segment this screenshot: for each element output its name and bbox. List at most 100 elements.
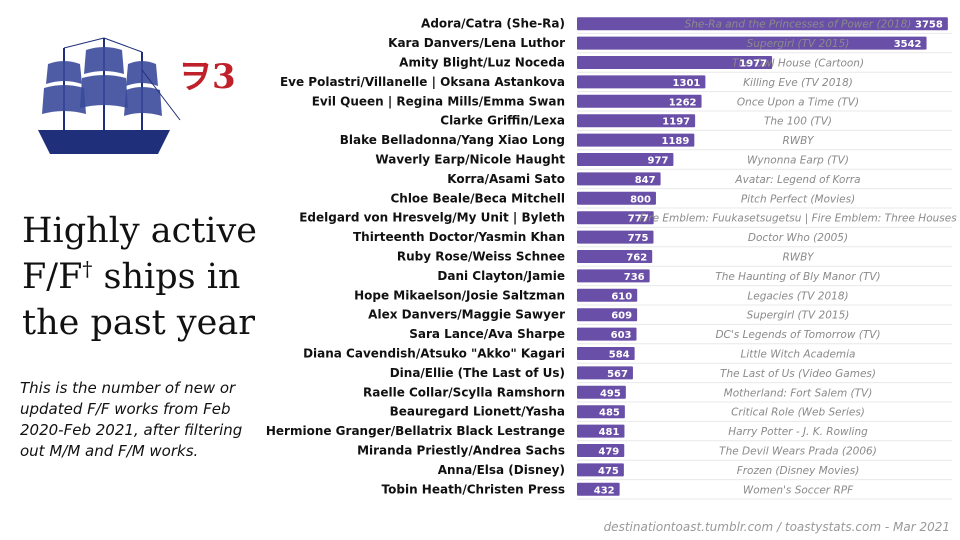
fandom-label: Legacies (TV 2018) bbox=[747, 290, 848, 302]
bar bbox=[577, 269, 650, 283]
data-label: 3758 bbox=[915, 20, 943, 31]
bar bbox=[577, 36, 927, 50]
category-label: Chloe Beale/Beca Mitchell bbox=[390, 191, 565, 205]
data-label: 800 bbox=[630, 194, 651, 205]
subtitle: This is the number of new or updated F/F… bbox=[20, 379, 243, 460]
bar bbox=[577, 114, 696, 128]
category-label: Clarke Griffin/Lexa bbox=[440, 114, 565, 128]
data-label: 609 bbox=[611, 311, 632, 322]
data-label: 736 bbox=[624, 272, 645, 283]
fandom-label: The Last of Us (Video Games) bbox=[720, 368, 876, 380]
fandom-label: Critical Role (Web Series) bbox=[731, 407, 865, 419]
logo: ヲ3 bbox=[38, 37, 236, 154]
fandom-label: Killing Eve (TV 2018) bbox=[743, 77, 853, 89]
fandom-label: RWBY bbox=[782, 135, 815, 147]
category-label: Thirteenth Doctor/Yasmin Khan bbox=[353, 230, 565, 244]
data-label: 775 bbox=[628, 233, 649, 244]
data-label: 432 bbox=[594, 485, 615, 496]
category-label: Beauregard Lionett/Yasha bbox=[390, 405, 565, 419]
category-label: Adora/Catra (She-Ra) bbox=[421, 17, 565, 31]
data-label: 495 bbox=[600, 388, 621, 399]
data-label: 762 bbox=[626, 253, 647, 264]
category-label: Sara Lance/Ava Sharpe bbox=[409, 327, 565, 341]
bar bbox=[577, 444, 625, 457]
category-label: Anna/Elsa (Disney) bbox=[438, 463, 565, 477]
fandom-label: Once Upon a Time (TV) bbox=[737, 96, 859, 108]
category-label: Evil Queen | Regina Mills/Emma Swan bbox=[312, 94, 565, 108]
data-label: 610 bbox=[611, 291, 632, 302]
category-label: Raelle Collar/Scylla Ramshorn bbox=[363, 385, 565, 399]
bar bbox=[577, 347, 635, 360]
fandom-label: The Owl House (Cartoon) bbox=[732, 58, 864, 70]
data-label: 485 bbox=[599, 408, 620, 419]
fandom-label: Pitch Perfect (Movies) bbox=[741, 193, 855, 205]
bar bbox=[577, 424, 625, 438]
bar bbox=[577, 288, 638, 302]
fandom-label: Wynonna Earp (TV) bbox=[747, 155, 849, 167]
data-label: 1189 bbox=[661, 136, 689, 147]
bar bbox=[577, 56, 773, 69]
data-label: 977 bbox=[648, 156, 669, 167]
bar bbox=[577, 94, 702, 108]
data-label: 777 bbox=[628, 214, 649, 225]
bar bbox=[577, 75, 706, 89]
category-label: Amity Blight/Luz Noceda bbox=[399, 56, 565, 70]
fandom-label: DC's Legends of Tomorrow (TV) bbox=[715, 329, 880, 341]
data-label: 1977 bbox=[739, 59, 767, 70]
page-title: Highly active F/F† ships in the past yea… bbox=[22, 211, 257, 343]
fandom-label: Harry Potter - J. K. Rowling bbox=[728, 426, 868, 438]
bar bbox=[577, 211, 654, 225]
category-label: Korra/Asami Sato bbox=[447, 172, 565, 186]
bar bbox=[577, 172, 661, 186]
footer-credit: destinationtoast.tumblr.com / toastystat… bbox=[603, 520, 950, 534]
data-label: 479 bbox=[598, 447, 619, 458]
fandom-label: Fire Emblem: Fuukasetsugetsu | Fire Embl… bbox=[639, 213, 957, 225]
category-label: Blake Belladonna/Yang Xiao Long bbox=[340, 133, 565, 147]
data-label: 1301 bbox=[673, 78, 701, 89]
fandom-label: The 100 (TV) bbox=[764, 116, 832, 128]
fandom-label: Doctor Who (2005) bbox=[748, 232, 848, 244]
data-label: 567 bbox=[607, 369, 628, 380]
category-label: Tobin Heath/Christen Press bbox=[382, 482, 565, 496]
data-label: 847 bbox=[635, 175, 656, 186]
bar bbox=[577, 463, 624, 477]
category-label: Diana Cavendish/Atsuko "Akko" Kagari bbox=[303, 347, 565, 361]
category-label: Ruby Rose/Weiss Schnee bbox=[397, 250, 565, 264]
category-label: Dina/Ellie (The Last of Us) bbox=[390, 366, 565, 380]
category-label: Hope Mikaelson/Josie Saltzman bbox=[354, 288, 565, 302]
data-label: 3542 bbox=[894, 39, 922, 50]
bar bbox=[577, 133, 695, 147]
bar bbox=[577, 385, 626, 399]
fandom-label: The Haunting of Bly Manor (TV) bbox=[715, 271, 880, 283]
fandom-label: The Devil Wears Prada (2006) bbox=[719, 446, 877, 458]
data-label: 603 bbox=[611, 330, 632, 341]
bar bbox=[577, 308, 638, 322]
bar bbox=[577, 327, 637, 341]
fandom-label: Supergirl (TV 2015) bbox=[747, 38, 850, 50]
category-label: Eve Polastri/Villanelle | Oksana Astanko… bbox=[280, 75, 565, 89]
category-label: Waverly Earp/Nicole Haught bbox=[375, 153, 565, 167]
category-label: Hermione Granger/Bellatrix Black Lestran… bbox=[266, 424, 565, 438]
fandom-label: Supergirl (TV 2015) bbox=[747, 310, 850, 322]
fandom-label: Avatar: Legend of Korra bbox=[734, 174, 860, 186]
category-label: Kara Danvers/Lena Luthor bbox=[388, 36, 565, 50]
fandom-label: RWBY bbox=[782, 252, 815, 264]
fandom-label: Women's Soccer RPF bbox=[743, 484, 854, 496]
data-label: 584 bbox=[609, 350, 630, 361]
data-label: 1197 bbox=[662, 117, 690, 128]
category-label: Edelgard von Hresvelg/My Unit | Byleth bbox=[299, 211, 565, 225]
category-label: Alex Danvers/Maggie Sawyer bbox=[368, 308, 565, 322]
bar bbox=[577, 153, 674, 166]
bar bbox=[577, 405, 625, 419]
category-label: Miranda Priestly/Andrea Sachs bbox=[357, 444, 565, 458]
bar bbox=[577, 17, 948, 31]
sailing-ship-icon bbox=[38, 37, 181, 154]
bar bbox=[577, 482, 620, 496]
fandom-label: Frozen (Disney Movies) bbox=[737, 465, 860, 477]
fandom-label: Little Witch Academia bbox=[741, 349, 856, 361]
bar bbox=[577, 366, 633, 380]
data-label: 1262 bbox=[669, 97, 697, 108]
data-label: 481 bbox=[599, 427, 620, 438]
bar bbox=[577, 250, 653, 263]
